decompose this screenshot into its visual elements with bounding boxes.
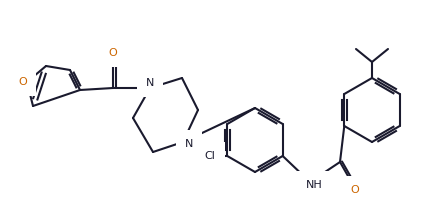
Text: N: N bbox=[185, 139, 193, 149]
Text: O: O bbox=[351, 185, 360, 195]
Text: Cl: Cl bbox=[205, 151, 216, 161]
Text: O: O bbox=[19, 77, 27, 87]
Text: O: O bbox=[109, 48, 117, 58]
Text: N: N bbox=[146, 78, 154, 88]
Text: NH: NH bbox=[306, 180, 322, 190]
